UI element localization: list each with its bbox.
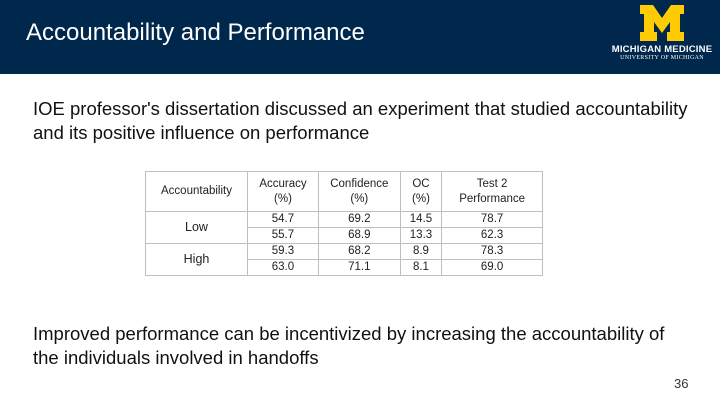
- table-cell: 8.1: [399, 259, 443, 276]
- table-cell: 71.1: [317, 259, 401, 276]
- table-row: 63.0 71.1 8.1 69.0: [146, 259, 543, 276]
- header-accuracy: Accuracy (%): [247, 171, 319, 212]
- table-header-row: Accountability Accuracy (%) Confidence (…: [145, 171, 543, 212]
- table-cell: 78.3: [441, 243, 543, 260]
- table-cell: 14.5: [399, 211, 443, 228]
- table-cell: 59.3: [247, 243, 319, 260]
- header-oc: OC (%): [399, 171, 443, 212]
- table-row: High 59.3 68.2 8.9 78.3: [145, 243, 543, 276]
- header-accountability: Accountability: [145, 171, 248, 212]
- block-m-icon: [640, 5, 684, 41]
- group-label-high: High: [145, 243, 248, 276]
- michigan-medicine-logo: MICHIGAN MEDICINE UNIVERSITY OF MICHIGAN: [608, 4, 716, 70]
- table-cell: 55.7: [247, 227, 319, 244]
- table-cell: 54.7: [247, 211, 319, 228]
- conclusion-paragraph: Improved performance can be incentivized…: [33, 323, 665, 368]
- table-cell: 68.9: [317, 227, 401, 244]
- table-row: Low 54.7 69.2 14.5 78.7: [145, 211, 543, 244]
- intro-paragraph: IOE professor's dissertation discussed a…: [33, 98, 688, 143]
- group-label-low: Low: [145, 211, 248, 244]
- header-bar: Accountability and Performance MICHIGAN …: [0, 0, 720, 74]
- table-row: 55.7 68.9 13.3 62.3: [146, 227, 543, 244]
- results-table: Accountability Accuracy (%) Confidence (…: [145, 171, 543, 276]
- logo-subtitle: UNIVERSITY OF MICHIGAN: [620, 55, 704, 61]
- slide-title: Accountability and Performance: [26, 19, 365, 46]
- table-cell: 69.2: [317, 211, 401, 228]
- table-cell: 78.7: [441, 211, 543, 228]
- header-confidence: Confidence (%): [317, 171, 401, 212]
- table-cell: 69.0: [441, 259, 543, 276]
- page-number: 36: [674, 376, 689, 391]
- header-test2-performance: Test 2 Performance: [441, 171, 543, 212]
- table-cell: 68.2: [317, 243, 401, 260]
- table-cell: 62.3: [441, 227, 543, 244]
- logo-name: MICHIGAN MEDICINE: [611, 44, 713, 55]
- table-cell: 13.3: [399, 227, 443, 244]
- table-cell: 8.9: [399, 243, 443, 260]
- table-cell: 63.0: [247, 259, 319, 276]
